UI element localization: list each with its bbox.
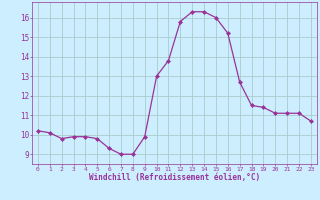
X-axis label: Windchill (Refroidissement éolien,°C): Windchill (Refroidissement éolien,°C) — [89, 173, 260, 182]
